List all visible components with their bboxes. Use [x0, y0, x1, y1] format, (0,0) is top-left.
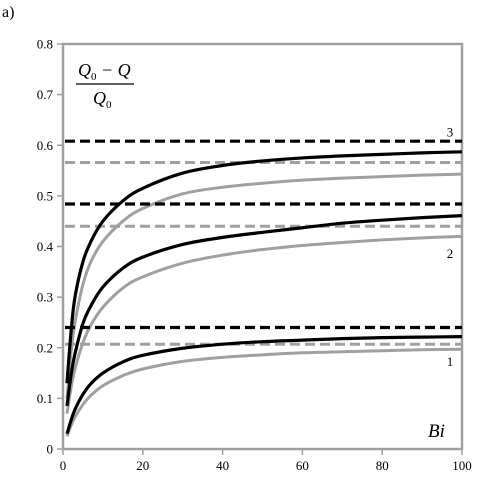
y-axis-label: Q0 − Q Q0	[76, 60, 134, 111]
series-1-solid-gray-line	[65, 347, 463, 437]
x-axis-ticks: 0 20 40 60 80 100	[60, 449, 472, 473]
y-tick-label: 0.6	[37, 138, 54, 153]
series-3-solid-black-line	[65, 150, 463, 384]
y-axis-ticks: 0 0.1 0.2 0.3 0.4 0.5 0.6 0.7 0.8	[37, 37, 63, 457]
y-tick-label: 0.8	[37, 37, 53, 52]
x-tick-label: 20	[136, 458, 149, 473]
x-axis-label: Bi	[428, 421, 445, 442]
x-tick-label: 80	[376, 458, 389, 473]
y-tick-label: 0.2	[37, 340, 53, 355]
y-tick-label: 0.5	[37, 188, 53, 203]
curve-label-3: 3	[447, 125, 454, 140]
curve-label-2: 2	[447, 246, 454, 261]
y-tick-label: 0.1	[37, 391, 53, 406]
y-tick-label: 0	[47, 442, 54, 457]
series-lines	[64, 139, 463, 437]
x-tick-label: 60	[296, 458, 309, 473]
x-tick-label: 40	[216, 458, 229, 473]
y-tick-label: 0.3	[37, 290, 53, 305]
series-2-solid-gray-line	[65, 234, 463, 414]
x-tick-label: 0	[60, 458, 67, 473]
panel-label: a)	[2, 4, 14, 21]
y-tick-label: 0.7	[37, 87, 54, 102]
x-tick-label: 100	[452, 458, 472, 473]
y-label-numerator: Q0 − Q	[78, 60, 131, 83]
curve-label-1: 1	[447, 354, 454, 369]
plot-frame	[61, 42, 464, 451]
curve-labels: 1 2 3	[447, 125, 454, 369]
series-1-solid-black-line	[65, 335, 463, 435]
series-3-solid-gray-line	[65, 172, 463, 399]
series-2-solid-black-line	[65, 214, 463, 407]
y-label-denominator: Q0	[93, 88, 112, 111]
y-tick-label: 0.4	[37, 239, 54, 254]
